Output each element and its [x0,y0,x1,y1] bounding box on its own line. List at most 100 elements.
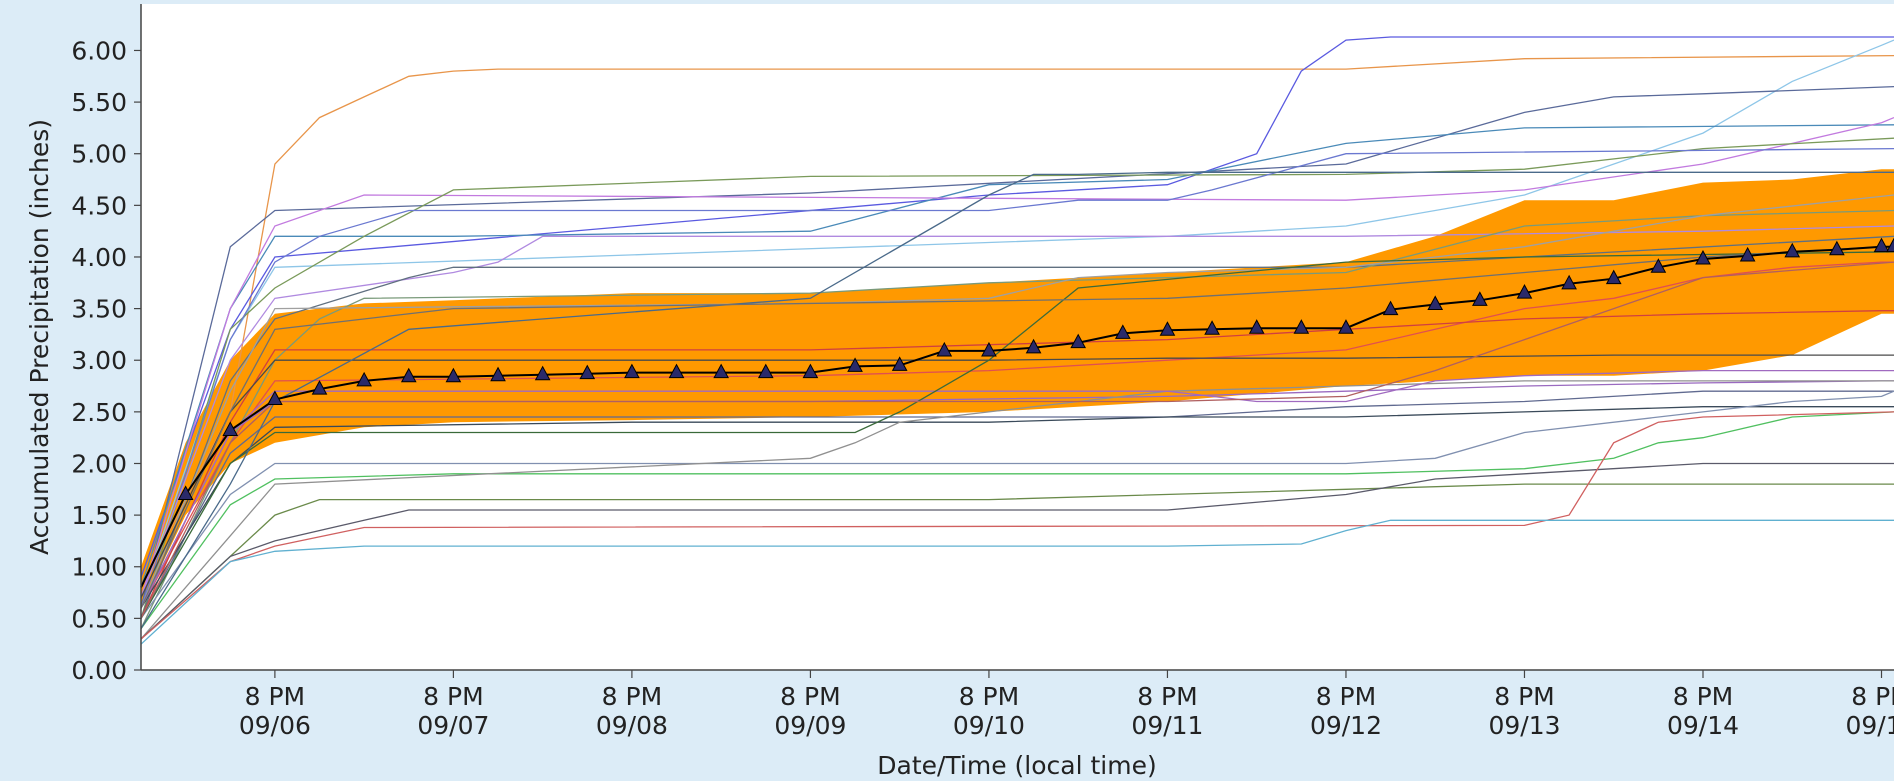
ensemble-mean-point [267,390,283,405]
ensemble-member-line-21 [140,380,1894,640]
ensemble-mean-point [668,363,685,379]
x-tick-label-time: 8 PM [245,682,306,711]
ensemble-mean-point [757,363,774,379]
x-tick-label-date: 09/09 [774,711,846,740]
ensemble-mean-point [1516,284,1533,299]
ensemble-mean-point [356,371,372,387]
ensemble-mean-point [1070,333,1087,349]
ensemble-mean-point [802,363,819,379]
y-tick-label: 4.00 [71,243,127,272]
ensemble-members-layer [140,36,1894,645]
ensemble-mean-point [1427,295,1444,310]
ensemble-mean-point [1248,319,1265,334]
x-tick-label-date: 09/15 [1845,711,1894,740]
ensemble-member-line-27 [140,251,1894,619]
ensemble-mean-point [400,367,417,383]
ensemble-mean-point [936,341,953,357]
ensemble-mean-point [1382,300,1399,316]
ensemble-mean-point [1650,258,1667,273]
x-tick-label-date: 09/12 [1310,711,1382,740]
x-tick-label-date: 09/10 [953,711,1025,740]
ensemble-member-line-14 [140,310,1894,619]
ensemble-mean-point [1561,274,1577,290]
ensemble-mean-point [1886,237,1894,253]
ensemble-mean-point [579,364,596,380]
ensemble-mean-point [445,367,462,383]
y-tick-label: 4.50 [71,191,127,220]
ensemble-mean-point [624,363,640,379]
x-tick-label-date: 09/07 [417,711,489,740]
y-tick-label: 5.50 [71,88,127,117]
ensemble-member-line-22 [140,483,1894,640]
ensemble-member-line-18 [140,406,1894,609]
y-tick-label: 1.00 [71,553,127,582]
y-tick-label: 0.50 [71,604,127,633]
y-axis-label: Accumulated Precipitation (inches) [25,119,54,555]
ensemble-mean-point [1605,269,1622,285]
ensemble-member-line-8 [140,147,1894,609]
y-ticks: 0.00 0.50 1.00 1.50 2.00 2.50 3.00 3.50 4.00 4.50… [71,36,141,685]
y-tick-label: 2.50 [71,398,127,427]
y-tick-label: 5.00 [71,140,127,169]
ensemble-member-line-4 [140,85,1894,609]
ensemble-member-line-16 [140,380,1894,609]
ensemble-mean-point [311,380,328,395]
x-tick-label-time: 8 PM [959,682,1020,711]
ensemble-mean-point [1293,319,1310,334]
x-tick-label-time: 8 PM [780,682,841,711]
x-tick-label-date: 09/08 [596,711,668,740]
ensemble-mean-point [1338,319,1354,334]
ensemble-mean-point [177,485,194,500]
x-tick-label-date: 09/06 [239,711,311,740]
y-tick-label: 6.00 [71,36,127,65]
x-tick-label-time: 8 PM [1494,682,1555,711]
ensemble-member-line-29 [140,261,1894,619]
ensemble-mean-point [534,365,551,381]
ensemble-member-line-26 [140,369,1894,609]
x-tick-label-time: 8 PM [1851,682,1894,711]
ensemble-mean-point [891,356,908,371]
ensemble-mean-point [1739,246,1756,262]
ensemble-member-line-15 [140,354,1894,598]
x-tick-label-date: 09/14 [1667,711,1739,740]
x-tick-label-time: 8 PM [602,682,663,711]
ensemble-member-line-7 [140,137,1894,619]
ensemble-member-line-23 [140,462,1894,640]
ensemble-mean-point [1159,321,1176,336]
ensemble-mean-point [1204,320,1220,335]
y-tick-label: 3.50 [71,295,127,324]
ensemble-member-line-6 [140,116,1894,598]
ensemble-member-line-5 [140,124,1894,588]
ensemble-member-line-10 [140,235,1894,619]
ensemble-member-line-9 [140,225,1894,598]
ensemble-mean-point [1472,291,1488,306]
x-tick-label-time: 8 PM [423,682,484,711]
x-tick-label-date: 09/13 [1488,711,1560,740]
x-axis-label: Date/Time (local time) [877,751,1157,780]
ensemble-member-line-3 [140,39,1894,598]
y-tick-label: 1.50 [71,501,127,530]
y-tick-label: 3.00 [71,346,127,375]
y-tick-label: 2.00 [71,449,127,478]
y-tick-label: 0.00 [71,656,127,685]
ensemble-member-line-12 [140,194,1894,609]
ensemble-member-line-28 [140,171,1894,630]
ensemble-mean-layer [140,237,1894,588]
ensemble-mean-point [1025,338,1042,354]
ensemble-member-line-20 [140,411,1894,630]
ensemble-mean-point [1695,249,1711,265]
ensemble-mean-point [713,363,730,379]
x-tick-label-date: 09/11 [1131,711,1203,740]
x-tick-label-time: 8 PM [1137,682,1198,711]
ensemble-member-line-1 [140,54,1894,588]
ensemble-mean-point [1873,237,1890,253]
x-tick-label-time: 8 PM [1673,682,1734,711]
ensemble-member-line-19 [140,390,1894,619]
ensemble-mean-point [1114,324,1131,339]
ensemble-mean-point [981,341,997,357]
ensemble-member-line-2 [140,36,1894,578]
ensemble-mean-point [490,366,506,382]
ensemble-member-line-25 [140,519,1894,645]
